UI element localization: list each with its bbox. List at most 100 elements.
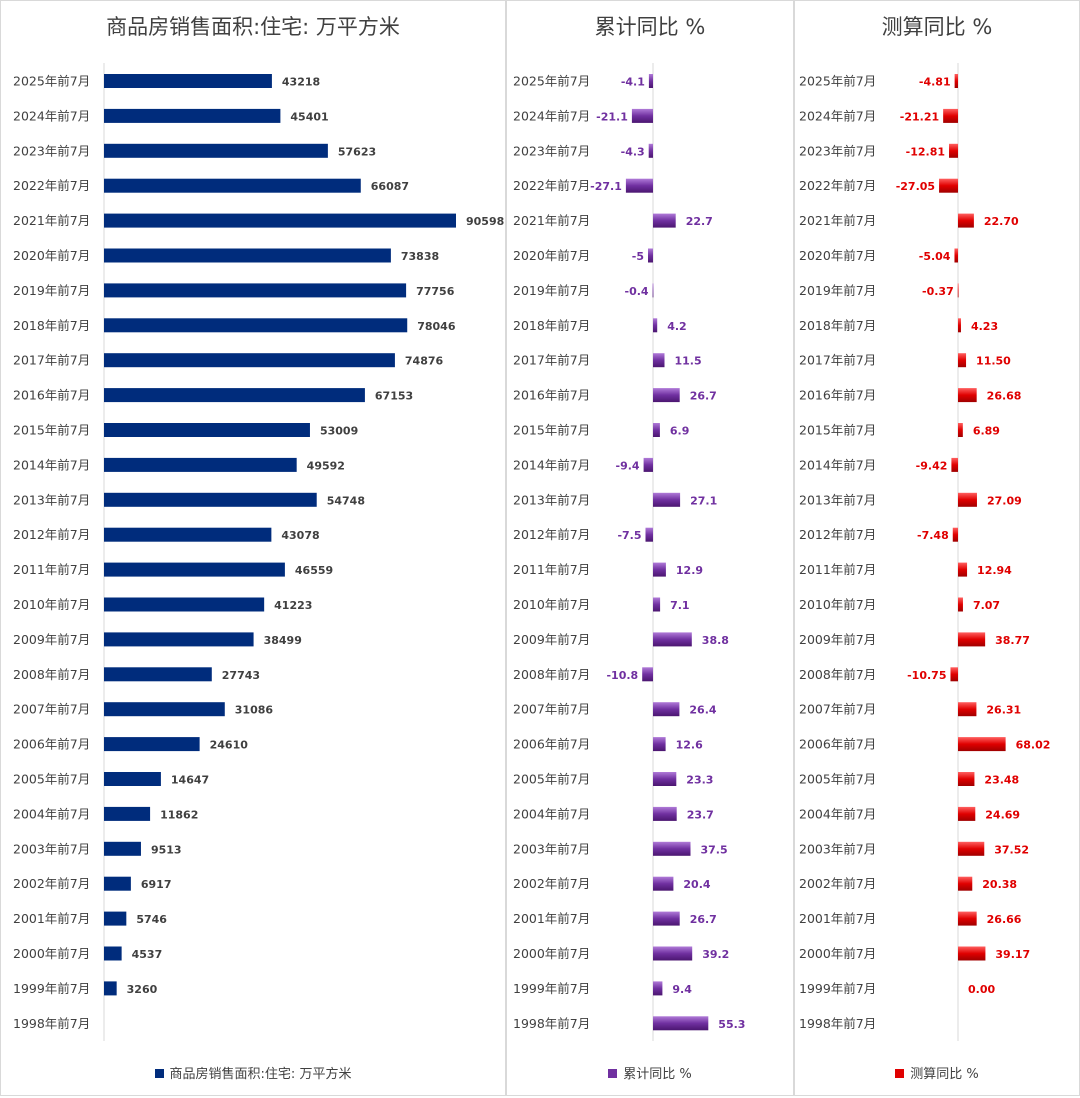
- data-label: 23.3: [686, 774, 713, 787]
- data-bar: [958, 737, 1006, 752]
- data-bar: [104, 248, 391, 263]
- data-bar: [653, 632, 692, 647]
- category-tick-label: 2005年前7月: [799, 772, 876, 787]
- data-bar: [958, 353, 967, 368]
- category-tick-label: 1998年前7月: [13, 1016, 90, 1031]
- category-tick-label: 2020年前7月: [13, 248, 90, 263]
- data-bar: [652, 283, 654, 298]
- data-bar: [653, 737, 666, 752]
- data-label: 24.69: [985, 808, 1020, 821]
- data-bar: [653, 492, 681, 507]
- data-label: 53009: [320, 425, 358, 438]
- legend: 累计同比 %: [507, 1063, 793, 1082]
- data-label: 43078: [281, 529, 319, 542]
- data-bar: [648, 74, 653, 88]
- data-bar: [645, 527, 653, 542]
- data-bar: [104, 911, 127, 926]
- data-label: -5: [632, 250, 644, 263]
- calculated-yoy-bar-chart: 2025年前7月 -4.81 2024年前7月 -21.21 2023年前7月 -12.8…: [799, 63, 1051, 1041]
- category-tick-label: 2009年前7月: [513, 632, 590, 647]
- data-label: 27.1: [690, 494, 717, 507]
- data-bar: [104, 737, 200, 752]
- data-bar: [104, 772, 161, 786]
- data-label: -21.1: [596, 110, 628, 123]
- category-tick-label: 2023年前7月: [799, 143, 876, 158]
- legend: 商品房销售面积:住宅: 万平方米: [1, 1063, 505, 1082]
- category-tick-label: 2019年前7月: [513, 283, 590, 298]
- category-tick-label: 2022年前7月: [13, 178, 90, 193]
- category-tick-label: 2017年前7月: [799, 353, 876, 368]
- data-bar: [653, 806, 677, 821]
- data-label: 6.9: [670, 425, 690, 438]
- legend-swatch: [154, 1069, 164, 1078]
- data-bar: [648, 248, 653, 263]
- legend-label: 累计同比 %: [623, 1067, 692, 1082]
- data-bar: [104, 981, 117, 996]
- category-tick-label: 2006年前7月: [513, 737, 590, 752]
- data-bar: [653, 981, 663, 996]
- data-label: 38.8: [702, 634, 729, 647]
- category-tick-label: 2007年前7月: [513, 702, 590, 717]
- category-tick-label: 2015年前7月: [799, 423, 876, 438]
- category-tick-label: 2025年前7月: [513, 74, 590, 89]
- data-bar: [653, 772, 677, 786]
- data-bar: [653, 597, 661, 612]
- data-bar: [958, 492, 977, 507]
- data-bar: [104, 108, 281, 123]
- category-tick-label: 2018年前7月: [799, 318, 876, 333]
- category-tick-label: 2001年前7月: [13, 911, 90, 926]
- legend: 测算同比 %: [795, 1063, 1079, 1082]
- category-tick-label: 1998年前7月: [513, 1016, 590, 1031]
- data-label: 4537: [132, 948, 163, 961]
- data-label: 26.68: [987, 390, 1022, 403]
- category-tick-label: 2000年前7月: [799, 946, 876, 961]
- category-tick-label: 2006年前7月: [13, 737, 90, 752]
- data-label: 38.77: [995, 634, 1030, 647]
- data-bar: [958, 876, 973, 891]
- data-label: 31086: [235, 704, 274, 717]
- data-label: 78046: [417, 320, 456, 333]
- cumulative-yoy-panel: 累计同比 % 2025年前7月 -4.1 2024年前7月 -21.1 2023年前7月…: [506, 0, 794, 1096]
- category-tick-label: 2007年前7月: [799, 702, 876, 717]
- category-tick-label: 2005年前7月: [513, 772, 590, 787]
- data-label: 37.5: [701, 843, 728, 856]
- data-bar: [104, 527, 272, 542]
- data-bar: [653, 562, 666, 577]
- category-tick-label: 2022年前7月: [799, 178, 876, 193]
- category-tick-label: 2000年前7月: [513, 946, 590, 961]
- data-label: 12.6: [676, 739, 703, 752]
- category-tick-label: 2011年前7月: [513, 562, 590, 577]
- cumulative-yoy-bar-chart: 2025年前7月 -4.1 2024年前7月 -21.1 2023年前7月 -4.3 202…: [513, 63, 745, 1041]
- data-label: 9.4: [672, 983, 692, 996]
- category-tick-label: 2011年前7月: [13, 562, 90, 577]
- data-label: 4.23: [971, 320, 998, 333]
- data-bar: [958, 213, 974, 228]
- category-tick-label: 2004年前7月: [513, 806, 590, 821]
- data-label: 41223: [274, 599, 312, 612]
- data-label: 26.66: [987, 913, 1022, 926]
- category-tick-label: 2002年前7月: [799, 876, 876, 891]
- data-bar: [958, 562, 968, 577]
- data-bar: [958, 946, 986, 961]
- data-label: 7.1: [670, 599, 690, 612]
- data-label: 39.2: [702, 948, 729, 961]
- data-bar: [625, 178, 653, 193]
- data-bar: [957, 283, 959, 298]
- category-tick-label: 2019年前7月: [799, 283, 876, 298]
- data-bar: [104, 492, 317, 507]
- category-tick-label: 2007年前7月: [13, 702, 90, 717]
- data-bar: [653, 841, 691, 856]
- data-bar: [951, 457, 958, 472]
- data-label: 26.7: [690, 390, 717, 403]
- data-label: 12.94: [977, 564, 1012, 577]
- legend-swatch: [895, 1069, 905, 1078]
- data-bar: [958, 597, 963, 612]
- category-tick-label: 2002年前7月: [513, 876, 590, 891]
- category-tick-label: 1999年前7月: [513, 981, 590, 996]
- data-label: 37.52: [994, 843, 1029, 856]
- data-label: 68.02: [1016, 739, 1051, 752]
- data-label: 66087: [371, 180, 409, 193]
- category-tick-label: 2013年前7月: [513, 492, 590, 507]
- data-label: 57623: [338, 145, 376, 158]
- category-tick-label: 2003年前7月: [799, 841, 876, 856]
